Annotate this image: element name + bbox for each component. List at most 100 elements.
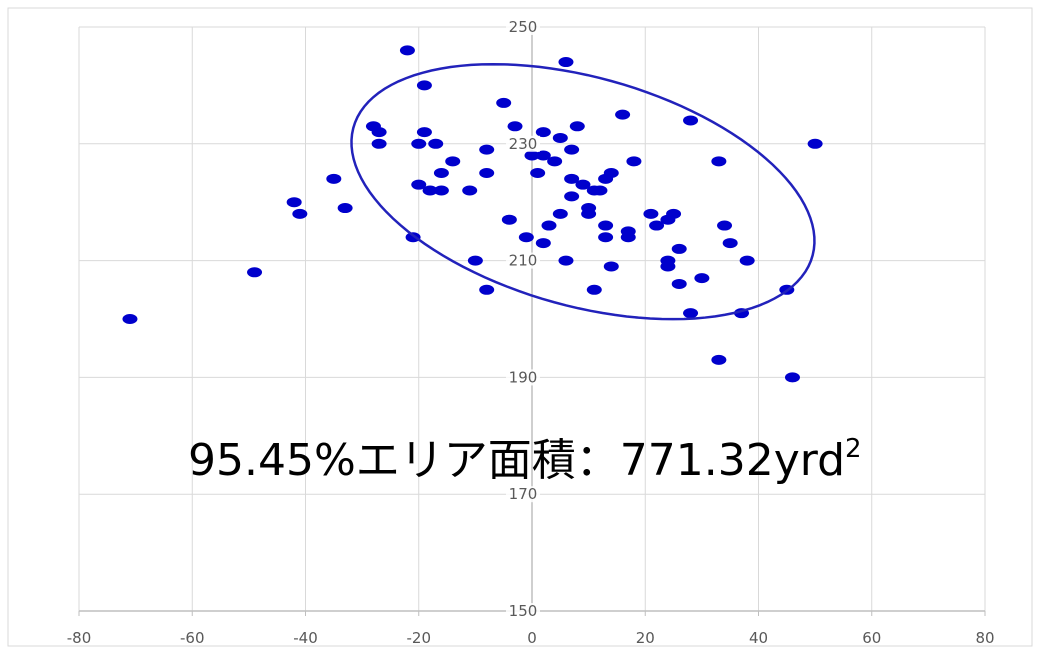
data-point xyxy=(479,284,495,295)
data-point xyxy=(603,261,619,272)
data-point xyxy=(626,156,642,167)
data-point xyxy=(564,191,580,202)
data-point xyxy=(552,132,568,143)
x-tick-label: -60 xyxy=(180,629,205,647)
data-point xyxy=(337,203,353,214)
data-point xyxy=(535,150,551,161)
data-point xyxy=(683,308,699,319)
data-point xyxy=(620,232,636,243)
data-point xyxy=(649,220,665,231)
data-point xyxy=(501,214,517,225)
data-point xyxy=(371,138,387,149)
y-tick-label: 170 xyxy=(509,485,538,503)
data-point xyxy=(711,156,727,167)
data-point xyxy=(496,97,512,108)
data-point xyxy=(541,220,557,231)
data-point xyxy=(666,208,682,219)
annotation-main-text: 95.45%エリア面積：771.32yrd xyxy=(188,435,845,486)
y-tick-label-background xyxy=(506,135,540,152)
x-tick-label: -80 xyxy=(67,629,92,647)
data-point xyxy=(660,255,676,266)
data-point xyxy=(518,232,534,243)
data-point xyxy=(603,168,619,178)
data-point xyxy=(445,156,461,167)
y-tick-label-background xyxy=(506,603,540,619)
data-point xyxy=(598,220,614,231)
data-point xyxy=(122,314,138,324)
y-tick-label: 190 xyxy=(509,368,538,386)
x-tick-label: -20 xyxy=(407,629,432,647)
y-tick-label-background xyxy=(506,369,540,386)
data-point xyxy=(722,238,738,249)
data-point xyxy=(694,273,710,284)
data-point xyxy=(558,255,574,266)
y-tick-label: 230 xyxy=(509,135,538,153)
data-point xyxy=(428,138,444,149)
data-point xyxy=(592,185,608,196)
data-point xyxy=(286,197,302,208)
data-point xyxy=(530,168,546,178)
data-point xyxy=(292,208,308,219)
data-point xyxy=(643,208,659,219)
data-point xyxy=(467,255,483,266)
y-tick-label-background xyxy=(506,252,540,269)
chart-frame xyxy=(7,7,1033,647)
data-point xyxy=(422,185,438,196)
data-point xyxy=(416,127,432,138)
data-point xyxy=(564,173,580,184)
data-point xyxy=(671,278,687,289)
data-point xyxy=(671,243,687,254)
data-point xyxy=(569,121,585,132)
data-point xyxy=(326,173,342,184)
data-point xyxy=(564,144,580,155)
confidence-ellipse xyxy=(350,62,816,321)
data-point xyxy=(479,168,495,178)
tick-labels: -80 -60 -40 -20 0 20 40 60 80 150 170 190 210 230 250 xyxy=(67,18,995,647)
x-tick-label: -40 xyxy=(293,629,318,647)
y-tick-label-background xyxy=(506,486,540,503)
area-annotation: 95.45%エリア面積：771.32yrd2 xyxy=(188,434,862,486)
data-point xyxy=(411,179,427,190)
data-point xyxy=(411,138,427,149)
data-point xyxy=(535,238,551,249)
data-point xyxy=(558,57,574,68)
data-point xyxy=(586,284,602,295)
data-point xyxy=(547,156,563,167)
x-tick-label: 60 xyxy=(862,629,881,647)
data-point xyxy=(615,109,631,120)
data-point xyxy=(807,138,823,149)
y-tick-label-background xyxy=(506,19,540,35)
data-point xyxy=(683,115,699,126)
data-point xyxy=(507,121,523,132)
data-point xyxy=(433,168,449,178)
data-point xyxy=(371,127,387,138)
x-tick-label: 20 xyxy=(636,629,655,647)
data-points xyxy=(122,45,823,383)
data-point xyxy=(416,80,432,91)
data-point xyxy=(479,144,495,155)
data-point xyxy=(552,208,568,219)
data-point xyxy=(739,255,755,266)
y-tick-label: 210 xyxy=(509,252,538,270)
data-point xyxy=(575,179,591,190)
data-point xyxy=(535,127,551,138)
data-point xyxy=(598,232,614,243)
x-tick-label: 80 xyxy=(975,629,994,647)
data-point xyxy=(717,220,733,231)
confidence-ellipse-group xyxy=(350,62,816,321)
y-tick-label: 250 xyxy=(509,18,538,36)
data-point xyxy=(524,150,540,161)
y-tick-label: 150 xyxy=(509,602,538,620)
data-point xyxy=(247,267,263,278)
x-tick-label: 40 xyxy=(749,629,768,647)
data-point xyxy=(462,185,478,196)
data-point xyxy=(711,354,727,365)
data-point xyxy=(784,372,800,383)
data-point xyxy=(399,45,415,56)
x-tick-label: 0 xyxy=(527,629,537,647)
annotation-superscript: 2 xyxy=(845,434,862,464)
data-point xyxy=(433,185,449,196)
data-point xyxy=(581,208,597,219)
